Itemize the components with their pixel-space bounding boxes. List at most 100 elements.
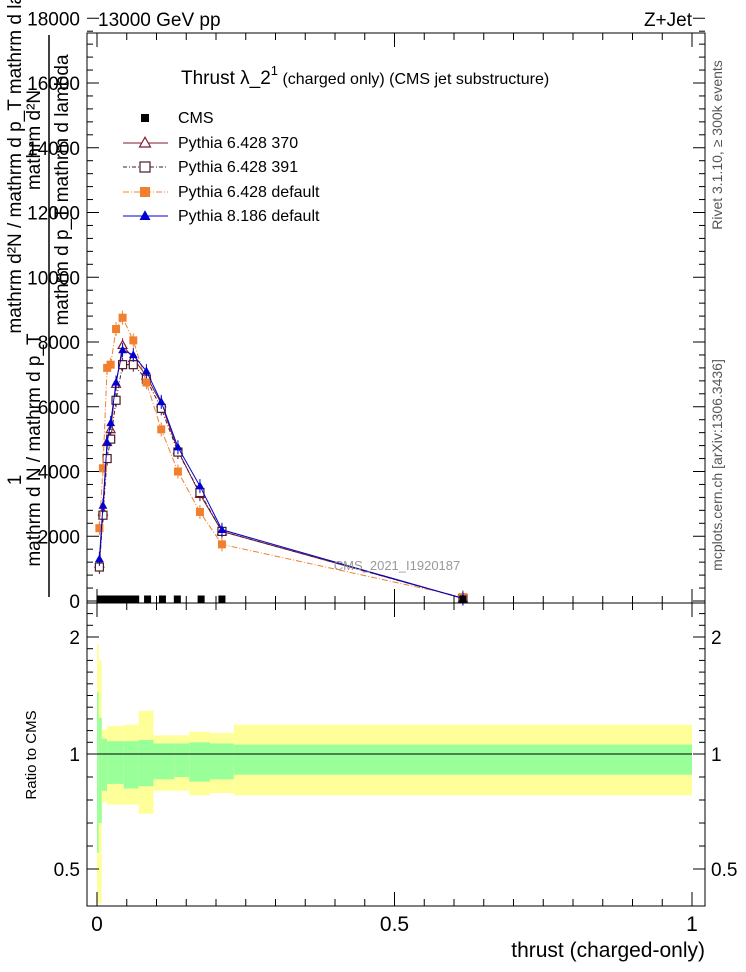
legend-marker-3: [140, 187, 150, 197]
legend-marker-2: [139, 161, 151, 173]
cms-data-point: [114, 595, 122, 603]
main-ytick-label-6: 12000: [27, 204, 80, 225]
series-point-1: [102, 453, 112, 464]
cms-data-point: [120, 595, 128, 603]
cms-data-point: [144, 595, 152, 603]
ratio-green-band-5: [138, 739, 154, 787]
ratio-ytick-label-right-0: 0.5: [711, 860, 737, 881]
title-rest: (charged only) (CMS jet substructure): [278, 71, 549, 88]
series-point-3: [217, 525, 227, 533]
xtick-label-0: 0: [91, 913, 103, 936]
cms-data-point: [108, 595, 116, 603]
ratio-ylabel: Ratio to CMS: [23, 710, 40, 799]
series-point-1: [117, 360, 128, 370]
series-point-3: [94, 554, 104, 563]
ratio-green-band-0: [97, 691, 99, 853]
xlabel: thrust (charged-only): [511, 939, 705, 962]
series-point-2: [129, 336, 138, 345]
header-right: Z+Jet: [644, 10, 693, 31]
series-point-1: [111, 395, 121, 405]
cms-data-point: [197, 595, 205, 603]
series-point-2: [112, 325, 121, 334]
series-point-3: [111, 377, 121, 386]
legend-entry-pythia6-default: Pythia 6.428 default: [123, 184, 320, 201]
ratio-green-band-10: [233, 744, 692, 775]
legend-label-pythia6-391: Pythia 6.428 391: [178, 159, 298, 176]
series-point-2: [157, 425, 166, 434]
legend-entry-pythia8-default: Pythia 8.186 default: [123, 208, 320, 225]
series-line-2: [98, 316, 464, 598]
series-point-2: [106, 360, 115, 369]
series-point-2: [217, 540, 226, 549]
title-main: Thrust λ_2: [181, 68, 271, 89]
series-point-3: [173, 442, 183, 451]
ylabel-fraction: mathrm d N / mathrm d p_T: [24, 333, 45, 567]
cms-data-point: [459, 595, 467, 603]
series-point-2: [95, 524, 104, 533]
legend-label-cms: CMS: [178, 110, 214, 127]
analysis-watermark: CMS_2021_I1920187: [334, 558, 461, 573]
legend-label-pythia8-default: Pythia 8.186 default: [178, 208, 320, 225]
chart-title: Thrust λ_21 (charged only) (CMS jet subs…: [181, 63, 549, 89]
series-point-3: [195, 481, 205, 490]
cms-data-point: [158, 595, 166, 603]
main-ytick-label-5: 10000: [27, 268, 80, 289]
ratio-ytick-label-2: 2: [69, 628, 80, 649]
cms-data-point: [96, 595, 104, 603]
series-point-2: [195, 507, 204, 516]
legend-entry-pythia6-391: Pythia 6.428 391: [123, 159, 298, 176]
series-layer: [93, 310, 469, 606]
legend: CMS Pythia 6.428 370 Pythia 6.428 391 Py…: [123, 110, 320, 225]
header-left: 13000 GeV pp: [98, 10, 221, 31]
legend-label-pythia6-default: Pythia 6.428 default: [178, 184, 320, 201]
cms-data-point: [126, 595, 134, 603]
legend-marker-0: [141, 114, 149, 122]
ylabel-left-column: mathrm d²N / mathrm d p_T mathrm d lambd…: [5, 0, 26, 334]
ratio-green-band-9: [210, 743, 234, 780]
ratio-green-band-3: [107, 741, 124, 784]
cms-data-point: [102, 595, 110, 603]
series-point-3: [106, 418, 116, 427]
series-point-3: [102, 437, 112, 446]
series-point-2: [173, 467, 182, 476]
series-point-2: [142, 378, 151, 387]
ylabel-numerator: mathrm d²N: [24, 90, 45, 190]
ratio-green-band-2: [101, 738, 108, 791]
series-point-3: [141, 366, 151, 375]
legend-entry-cms: CMS: [141, 110, 214, 127]
main-ytick-label-9: 18000: [27, 9, 80, 30]
legend-marker-1: [138, 136, 152, 148]
ratio-green-band-7: [174, 743, 190, 777]
ylabel-denominator: mathrm d p_T mathrm d lambda: [52, 54, 73, 325]
legend-entry-pythia6-370: Pythia 6.428 370: [123, 135, 298, 152]
cms-data-point: [173, 595, 181, 603]
mcplots-label: mcplots.cern.ch [arXiv:1306.3436]: [709, 359, 725, 571]
legend-marker-4: [139, 210, 151, 220]
main-ytick-label-8: 16000: [27, 74, 80, 95]
series-point-2: [118, 313, 127, 322]
xtick-label-1: 0.5: [380, 913, 409, 936]
series-point-2: [98, 464, 107, 473]
ylabel-one: 1: [5, 475, 26, 486]
ratio-ytick-label-1: 1: [69, 745, 80, 766]
main-ytick-label-0: 0: [69, 592, 80, 613]
ratio-uncertainty-bands: [97, 644, 692, 904]
series-point-3: [98, 500, 108, 509]
cms-data-point: [218, 595, 226, 603]
series-point-3: [156, 397, 166, 406]
ratio-ytick-label-right-2: 2: [711, 628, 722, 649]
title-sup: 1: [271, 63, 278, 78]
ratio-green-band-1: [98, 717, 102, 823]
xtick-label-2: 1: [686, 913, 698, 936]
ratio-green-band-8: [189, 742, 211, 782]
cms-data-point: [132, 595, 140, 603]
main-ytick-label-7: 14000: [27, 139, 80, 160]
ratio-ytick-label-0: 0.5: [54, 860, 80, 881]
ratio-green-band-6: [153, 743, 175, 780]
axes-layer: 0200040006000800010000120001400016000180…: [27, 9, 737, 936]
legend-label-pythia6-370: Pythia 6.428 370: [178, 135, 298, 152]
series-point-3: [128, 350, 138, 359]
ratio-ytick-label-right-1: 1: [711, 745, 722, 766]
ratio-green-band-4: [123, 741, 139, 789]
